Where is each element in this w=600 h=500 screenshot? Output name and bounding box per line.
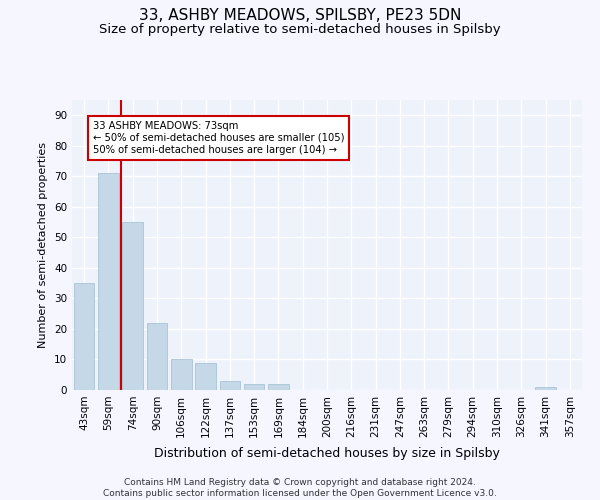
Bar [220, 381, 240, 390]
Bar [98, 174, 119, 390]
Bar [122, 222, 143, 390]
Y-axis label: Number of semi-detached properties: Number of semi-detached properties [38, 142, 49, 348]
Text: 33, ASHBY MEADOWS, SPILSBY, PE23 5DN: 33, ASHBY MEADOWS, SPILSBY, PE23 5DN [139, 8, 461, 22]
Bar [195, 362, 216, 390]
Text: 33 ASHBY MEADOWS: 73sqm
← 50% of semi-detached houses are smaller (105)
50% of s: 33 ASHBY MEADOWS: 73sqm ← 50% of semi-de… [92, 122, 344, 154]
Bar [268, 384, 289, 390]
Bar [171, 360, 191, 390]
Bar [74, 283, 94, 390]
Bar [146, 323, 167, 390]
Text: Contains HM Land Registry data © Crown copyright and database right 2024.
Contai: Contains HM Land Registry data © Crown c… [103, 478, 497, 498]
Text: Distribution of semi-detached houses by size in Spilsby: Distribution of semi-detached houses by … [154, 448, 500, 460]
Text: Size of property relative to semi-detached houses in Spilsby: Size of property relative to semi-detach… [99, 22, 501, 36]
Bar [244, 384, 265, 390]
Bar [535, 387, 556, 390]
